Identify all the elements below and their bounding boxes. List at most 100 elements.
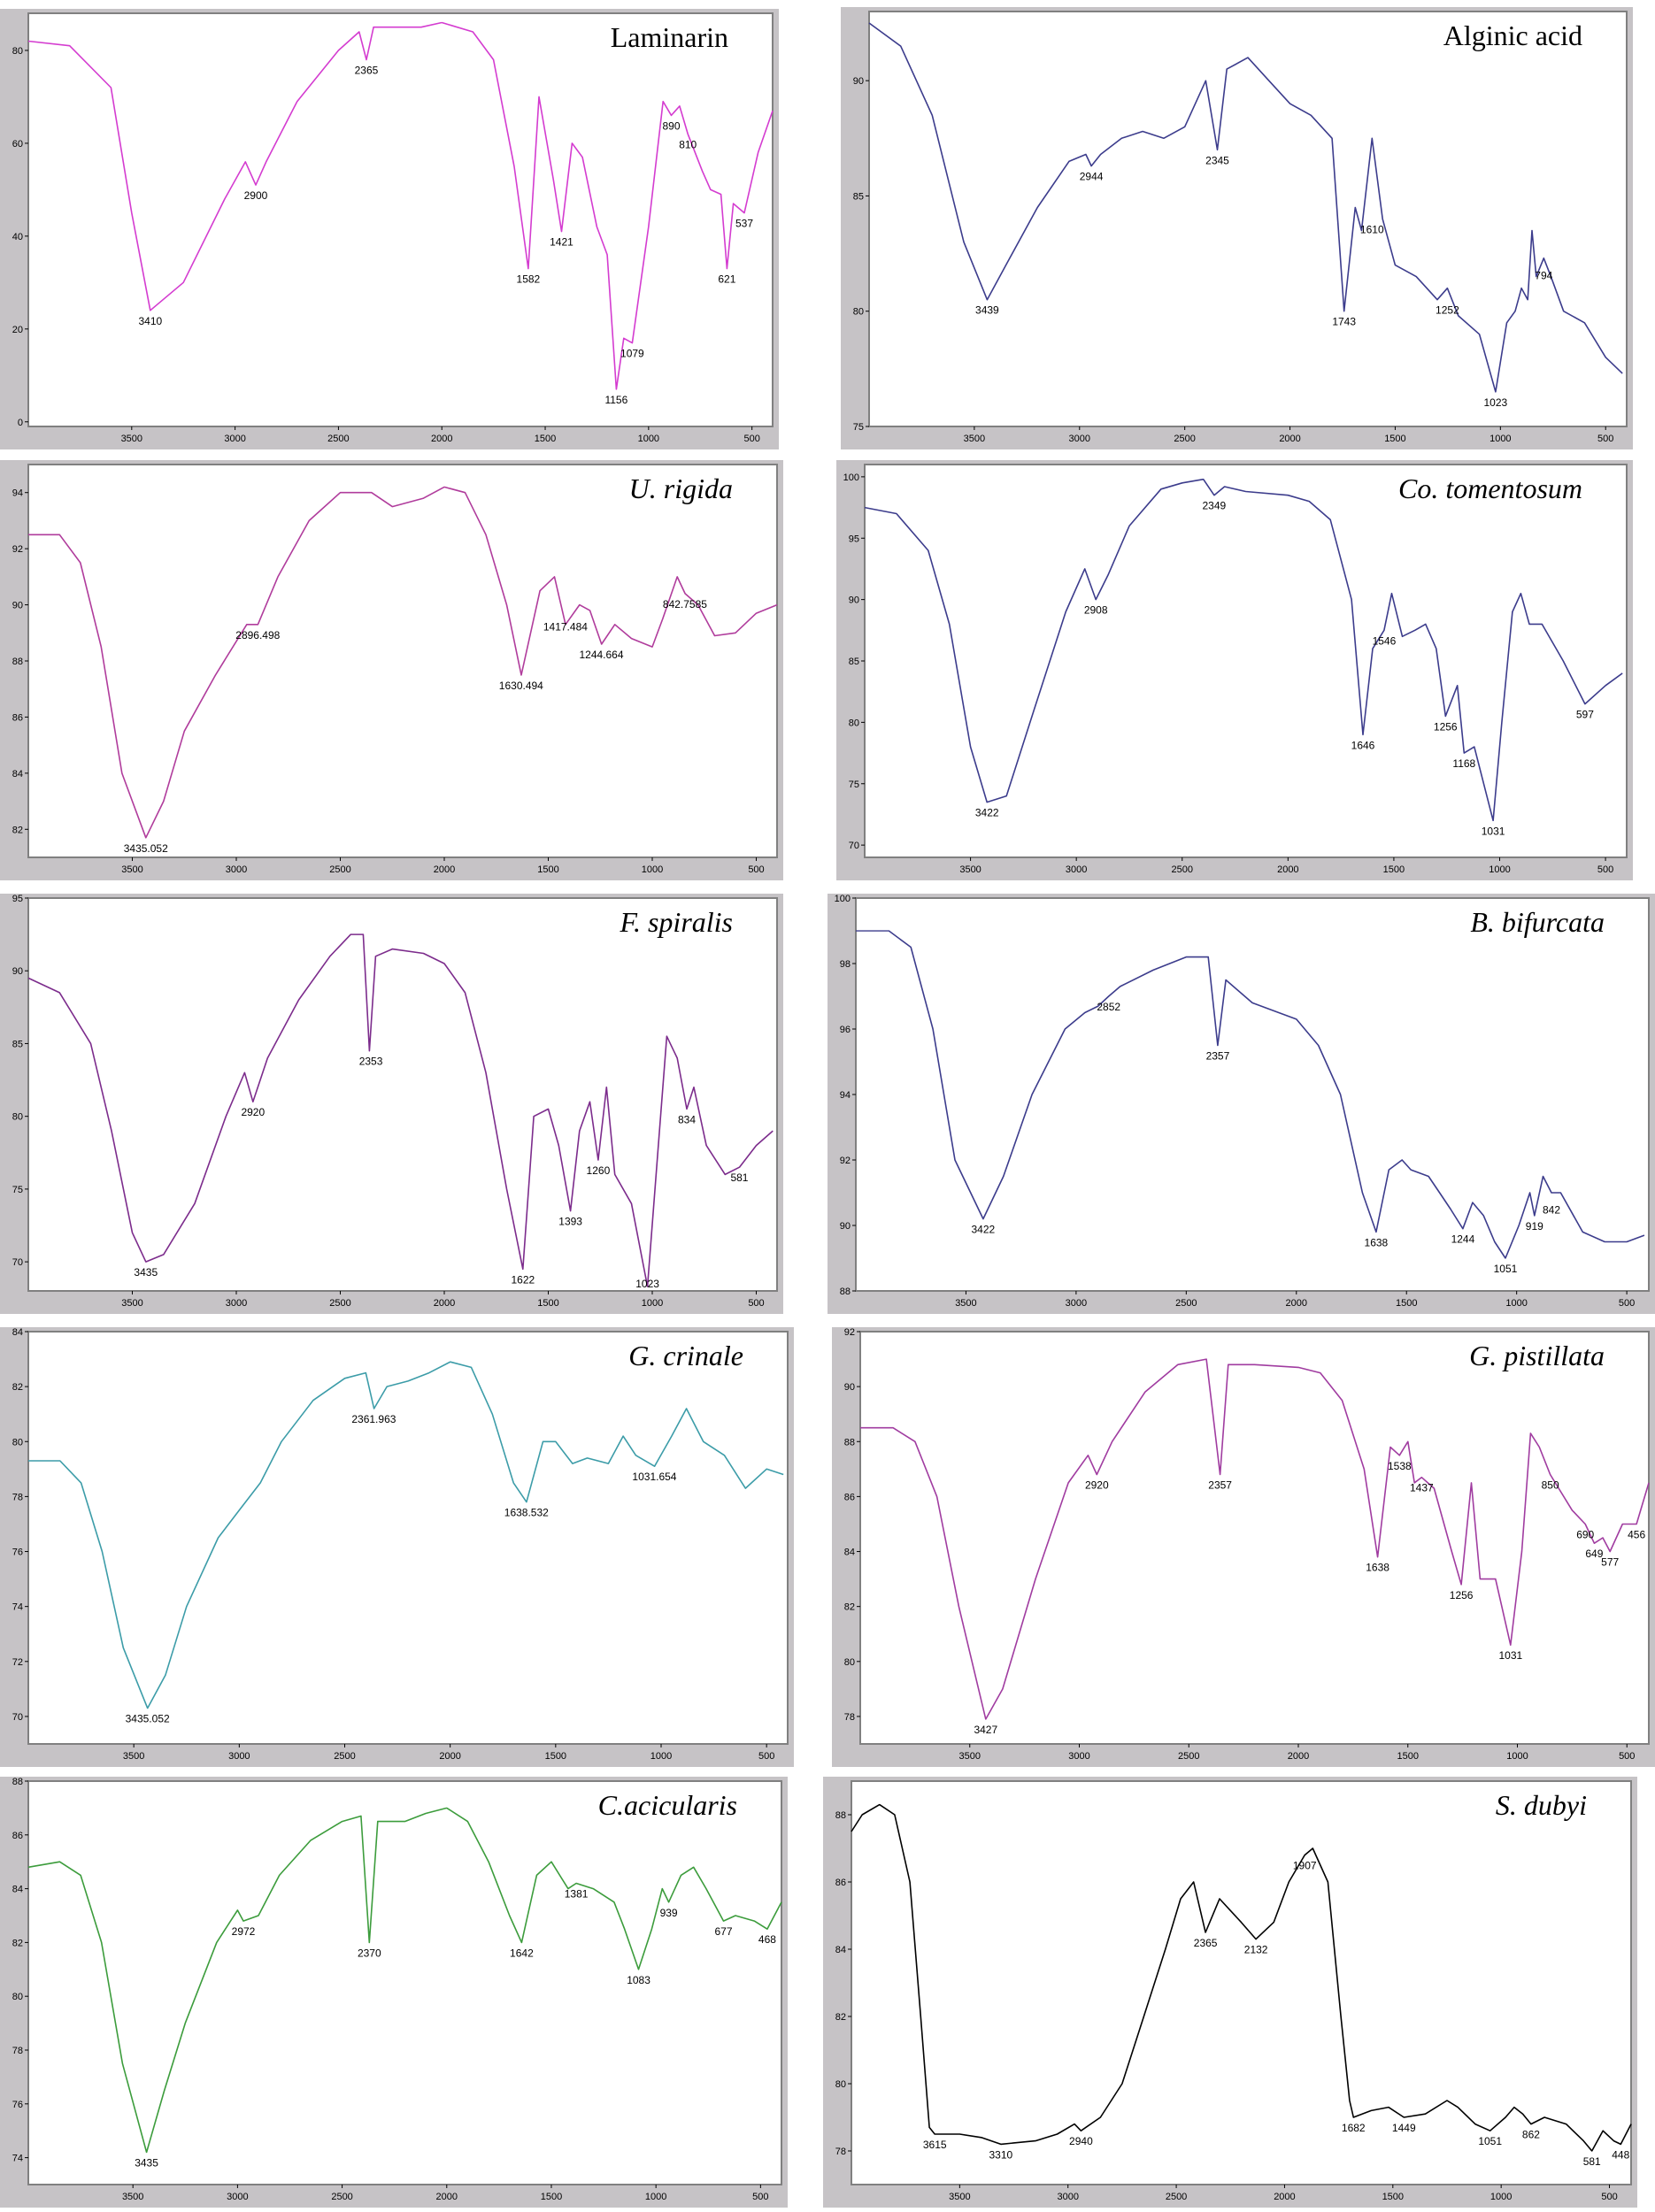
x-tick-label: 1000 bbox=[1489, 864, 1510, 875]
x-tick-label: 2500 bbox=[331, 2192, 352, 2202]
peak-label: 1743 bbox=[1332, 316, 1356, 328]
peak-label: 3310 bbox=[989, 2148, 1013, 2161]
x-tick-label: 1500 bbox=[1396, 1298, 1417, 1309]
peak-label: 3427 bbox=[974, 1724, 997, 1736]
spectrum-line bbox=[869, 23, 1622, 392]
x-tick-label: 1500 bbox=[535, 434, 556, 444]
y-tick-label: 100 bbox=[843, 472, 859, 483]
y-tick-label: 70 bbox=[849, 841, 859, 851]
spectrum-panel: 3500 3000 2500 2000 1500 1000 500 78 80 82 84 86 88 9… bbox=[832, 1327, 1655, 1767]
peak-label: 1437 bbox=[1410, 1482, 1434, 1494]
y-tick-label: 95 bbox=[849, 534, 859, 544]
x-tick-label: 3000 bbox=[227, 2192, 248, 2202]
x-tick-label: 3000 bbox=[1068, 1751, 1089, 1762]
peak-label: 3615 bbox=[923, 2139, 947, 2151]
peak-label: 1031.654 bbox=[632, 1471, 676, 1483]
spectrum-panel: 3500 3000 2500 2000 1500 1000 500 78 80 82 84 86 88 3… bbox=[823, 1777, 1637, 2208]
peak-label: 1031 bbox=[1482, 825, 1505, 837]
y-tick-label: 95 bbox=[12, 894, 23, 904]
y-tick-label: 92 bbox=[12, 544, 23, 555]
peak-label: 3435.052 bbox=[126, 1713, 170, 1725]
spectrum-line bbox=[28, 1362, 783, 1708]
y-tick-label: 75 bbox=[853, 422, 864, 433]
y-tick-label: 90 bbox=[12, 601, 23, 611]
x-tick-label: 1500 bbox=[1382, 2192, 1404, 2202]
y-tick-label: 72 bbox=[12, 1657, 23, 1668]
spectrum-chart: 3500 3000 2500 2000 1500 1000 500 88 90 92 94 96 98 1… bbox=[835, 894, 1650, 1309]
x-tick-label: 3500 bbox=[949, 2192, 970, 2202]
spectrum-title: Co. tomentosum bbox=[1398, 472, 1582, 504]
x-tick-label: 500 bbox=[1619, 1298, 1635, 1309]
x-tick-label: 3500 bbox=[955, 1298, 976, 1309]
x-tick-label: 3500 bbox=[121, 864, 142, 875]
y-tick-label: 90 bbox=[844, 1382, 855, 1393]
x-tick-label: 2500 bbox=[327, 434, 349, 444]
peak-label: 3410 bbox=[138, 315, 162, 327]
x-tick-label: 1000 bbox=[642, 1298, 663, 1309]
peak-label: 1156 bbox=[604, 394, 627, 406]
spectrum-title: G. pistillata bbox=[1469, 1340, 1605, 1371]
plot-area bbox=[868, 11, 1628, 427]
peak-label: 1244 bbox=[1451, 1233, 1475, 1246]
spectrum-panel: 3500 3000 2500 2000 1500 1000 500 75 80 85 90 3439 2… bbox=[841, 7, 1633, 449]
peak-label: 2920 bbox=[1085, 1479, 1109, 1492]
y-tick-label: 78 bbox=[835, 2147, 846, 2157]
spectrum-chart: 3500 3000 2500 2000 1500 1000 500 78 80 82 84 86 88 3… bbox=[835, 1780, 1632, 2202]
spectrum-title: G. crinale bbox=[628, 1340, 743, 1371]
y-tick-label: 82 bbox=[12, 825, 23, 835]
y-tick-label: 74 bbox=[12, 2154, 23, 2164]
y-tick-label: 70 bbox=[12, 1257, 23, 1268]
peak-label: 1622 bbox=[511, 1273, 535, 1286]
y-tick-label: 90 bbox=[849, 595, 859, 606]
y-tick-label: 80 bbox=[849, 718, 859, 728]
peak-label: 1638.532 bbox=[504, 1507, 549, 1519]
y-tick-label: 80 bbox=[853, 307, 864, 318]
peak-label: 2920 bbox=[241, 1106, 265, 1118]
y-tick-label: 85 bbox=[853, 191, 864, 202]
peak-label: 3439 bbox=[975, 304, 999, 317]
peak-label: 448 bbox=[1612, 2148, 1629, 2161]
x-tick-label: 500 bbox=[743, 434, 759, 444]
peak-label: 2852 bbox=[1097, 1001, 1120, 1013]
peak-label: 456 bbox=[1628, 1528, 1645, 1540]
y-tick-label: 70 bbox=[12, 1712, 23, 1723]
spectrum-chart: 3500 3000 2500 2000 1500 1000 500 75 80 85 90 3439 2… bbox=[853, 11, 1628, 444]
y-tick-label: 86 bbox=[835, 1878, 846, 1888]
plot-area bbox=[27, 897, 778, 1292]
x-tick-label: 500 bbox=[758, 1751, 774, 1762]
peak-label: 649 bbox=[1585, 1548, 1603, 1560]
peak-label: 1630.494 bbox=[499, 680, 543, 692]
spectrum-line bbox=[28, 1808, 781, 2152]
y-tick-label: 80 bbox=[12, 1992, 23, 2002]
x-tick-label: 1500 bbox=[1397, 1751, 1419, 1762]
x-tick-label: 1000 bbox=[650, 1751, 672, 1762]
peak-label: 3435 bbox=[135, 2157, 158, 2170]
x-tick-label: 500 bbox=[752, 2192, 768, 2202]
spectrum-panel: 3500 3000 2500 2000 1500 1000 500 70 75 80 85 90 95 1… bbox=[836, 460, 1633, 880]
x-tick-label: 500 bbox=[1619, 1751, 1635, 1762]
peak-label: 2345 bbox=[1205, 154, 1229, 166]
x-tick-label: 1000 bbox=[645, 2192, 666, 2202]
y-tick-label: 82 bbox=[12, 1938, 23, 1948]
y-tick-label: 84 bbox=[835, 1945, 846, 1955]
y-tick-label: 86 bbox=[12, 1831, 23, 1841]
y-tick-label: 82 bbox=[844, 1602, 855, 1613]
spectrum-line bbox=[28, 934, 773, 1286]
y-tick-label: 80 bbox=[12, 46, 23, 57]
x-tick-label: 3500 bbox=[121, 1298, 142, 1309]
peak-label: 2365 bbox=[1194, 1937, 1218, 1949]
peak-label: 577 bbox=[1601, 1556, 1619, 1569]
peak-label: 3422 bbox=[972, 1224, 996, 1236]
peak-label: 1256 bbox=[1434, 720, 1458, 733]
spectrum-line bbox=[856, 931, 1644, 1258]
y-tick-label: 85 bbox=[849, 657, 859, 667]
x-tick-label: 2000 bbox=[1274, 2192, 1295, 2202]
y-tick-label: 100 bbox=[835, 894, 851, 904]
x-tick-label: 500 bbox=[1597, 864, 1613, 875]
y-tick-label: 75 bbox=[12, 1185, 23, 1195]
x-tick-label: 3000 bbox=[226, 1298, 247, 1309]
peak-label: 1421 bbox=[550, 236, 573, 249]
peak-label: 581 bbox=[1583, 2155, 1601, 2168]
y-tick-label: 94 bbox=[12, 488, 23, 499]
spectrum-panel: 3500 3000 2500 2000 1500 1000 500 70 72 74 76 78 80 8… bbox=[0, 1327, 794, 1767]
